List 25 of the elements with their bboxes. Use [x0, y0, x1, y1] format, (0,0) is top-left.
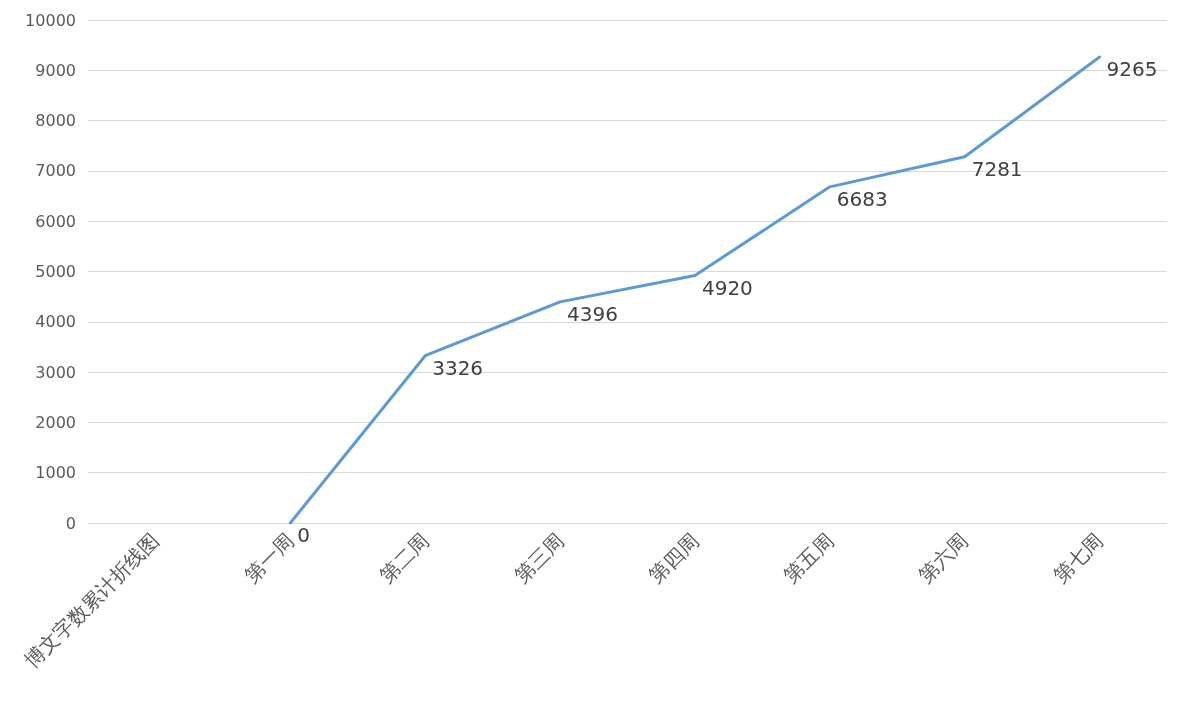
data-label: 7281 — [971, 156, 1023, 181]
y-tick-label: 1000 — [35, 463, 76, 483]
data-label: 9265 — [1106, 56, 1158, 81]
y-tick-label: 7000 — [35, 161, 76, 181]
y-tick-label: 9000 — [35, 60, 76, 80]
y-tick-label: 10000 — [25, 10, 76, 30]
data-label: 4920 — [701, 275, 753, 300]
data-label: 3326 — [432, 355, 484, 380]
y-tick-label: 5000 — [35, 262, 76, 281]
y-tick-label: 2000 — [35, 412, 76, 432]
data-label: 0 — [297, 523, 311, 547]
y-tick-label: 8000 — [35, 111, 76, 131]
y-tick-label: 4000 — [35, 312, 76, 332]
x-tick-label: 第六周 — [913, 528, 974, 588]
line-series — [288, 55, 1102, 525]
data-label: 6683 — [836, 186, 888, 211]
x-tick-label: 第三周 — [509, 528, 569, 588]
x-tick-label: 第五周 — [778, 528, 839, 588]
x-tick-label: 第七周 — [1048, 528, 1109, 588]
x-tick-label: 第二周 — [374, 528, 434, 588]
x-tick-label: 第四周 — [644, 528, 704, 588]
data-label: 4396 — [567, 301, 618, 326]
y-tick-label: 3000 — [35, 362, 76, 382]
x-tick-label: 第一周 — [239, 528, 299, 588]
y-tick-label: 6000 — [35, 211, 76, 231]
